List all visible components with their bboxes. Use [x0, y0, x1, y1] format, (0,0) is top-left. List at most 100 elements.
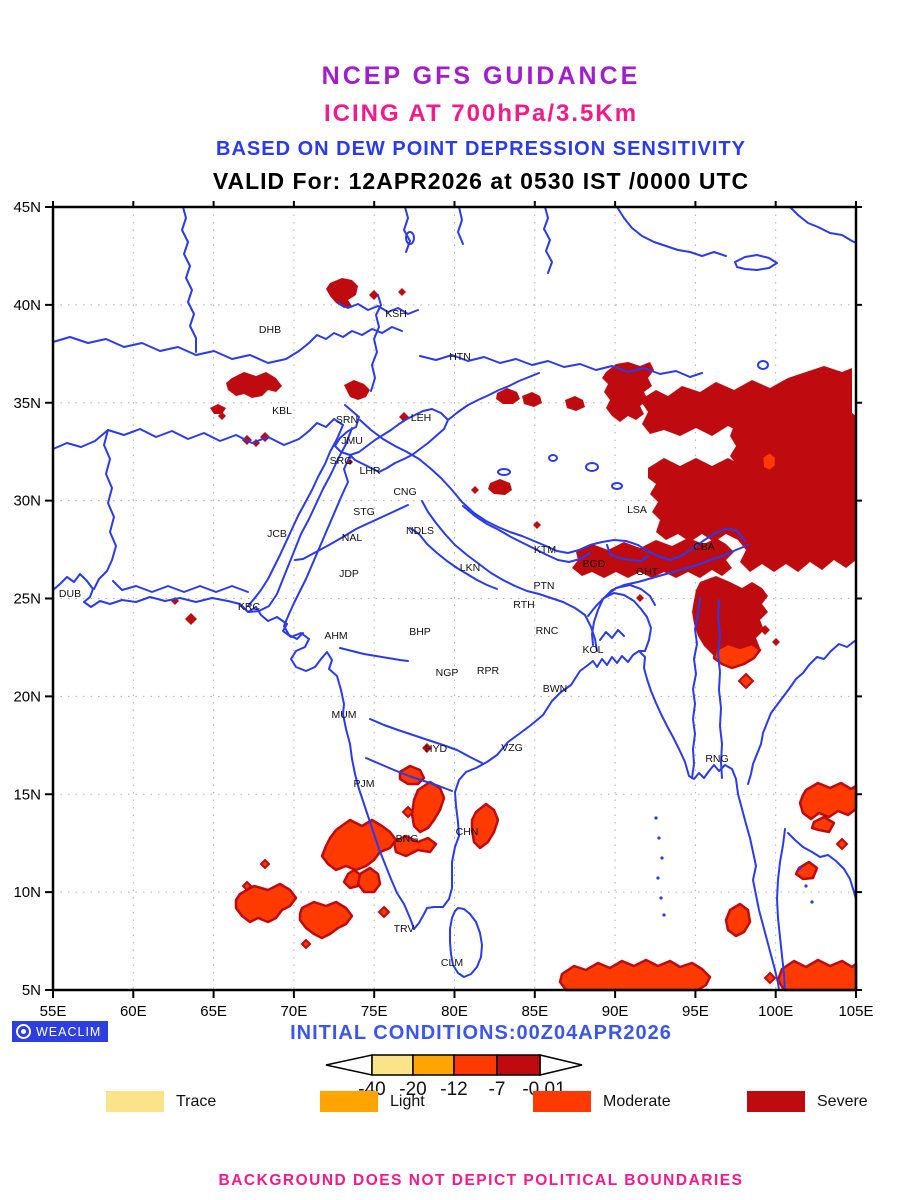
- city-label: VZG: [501, 742, 523, 754]
- city-label: HTN: [449, 351, 471, 363]
- colorbar-swatch: [496, 1054, 541, 1076]
- boundary-line: [339, 647, 409, 662]
- boundary-line: [691, 597, 701, 779]
- icing-spot-severe: [218, 412, 226, 420]
- boundary-line: [717, 599, 723, 779]
- legend-swatch: [106, 1091, 164, 1112]
- disclaimer-text: BACKGROUND DOES NOT DEPICT POLITICAL BOU…: [218, 1172, 744, 1189]
- boundary-line: [776, 828, 786, 991]
- city-label: LKN: [460, 562, 480, 574]
- boundary-line: [543, 206, 553, 274]
- city-label: GHT: [636, 566, 659, 578]
- icing-patch-moderate: [724, 902, 752, 938]
- icing-patch-moderate: [398, 764, 426, 786]
- city-label: PTN: [534, 580, 555, 592]
- lat-tick-label: 10N: [13, 884, 41, 901]
- city-label: NGP: [436, 667, 459, 679]
- boundary-line: [606, 544, 649, 562]
- city-label: KRC: [238, 601, 261, 613]
- city-label: KTM: [534, 544, 556, 556]
- boundary-line: [370, 294, 382, 392]
- city-label: KSH: [385, 308, 407, 320]
- city-label: SRN: [336, 414, 358, 426]
- icing-patch-moderate: [470, 802, 500, 850]
- city-label: NAL: [342, 532, 363, 544]
- icing-patch-moderate: [798, 781, 858, 821]
- colorbar-right-arrow: [539, 1054, 583, 1076]
- boundary-line: [334, 404, 449, 473]
- lake-outline: [548, 454, 558, 462]
- icing-spot-severe: [568, 399, 578, 409]
- icing-patch-moderate: [810, 815, 836, 834]
- lon-tick-label: 105E: [838, 1003, 873, 1020]
- boundary-line: [419, 354, 703, 378]
- boundary-line: [181, 206, 197, 353]
- city-label: BGD: [583, 558, 606, 570]
- subtitle-method: BASED ON DEW POINT DEPRESSION SENSITIVIT…: [216, 138, 746, 160]
- colorbar-swatch: [453, 1054, 498, 1076]
- city-label: SRG: [330, 455, 353, 467]
- boundary-line: [283, 455, 351, 640]
- island-dot: [654, 816, 658, 820]
- lon-tick-label: 95E: [682, 1003, 709, 1020]
- boundary-line: [112, 580, 249, 593]
- weaclim-logo-text: WEACLIM: [36, 1024, 102, 1039]
- icing-patch-moderate: [356, 866, 382, 894]
- icing-spot-severe: [772, 638, 780, 646]
- icing-spot-moderate: [377, 905, 391, 919]
- city-label: JMU: [341, 435, 363, 447]
- boundary-line: [365, 757, 453, 792]
- city-label: LHR: [359, 465, 380, 477]
- boundary-line: [447, 372, 540, 421]
- lat-tick-label: 40N: [13, 297, 41, 314]
- boundary-line: [369, 718, 483, 764]
- lat-tick-label: 35N: [13, 395, 41, 412]
- boundary-line: [789, 206, 857, 244]
- icing-patch-severe: [692, 576, 768, 666]
- icing-patch-severe: [602, 362, 654, 422]
- icing-patch-moderate: [760, 450, 778, 473]
- icing-spot-severe: [760, 625, 770, 635]
- boundary-line: [787, 832, 857, 900]
- island-dot: [798, 866, 802, 870]
- icing-spot-severe: [422, 743, 432, 753]
- icing-patch-moderate: [298, 900, 354, 940]
- boundary-line: [457, 206, 464, 245]
- icing-spot-severe: [369, 290, 379, 300]
- island-dot: [657, 836, 661, 840]
- legend-swatch: [320, 1091, 378, 1112]
- subtitle-parameter: ICING AT 700hPa/3.5Km: [323, 100, 639, 127]
- boundary-line: [587, 592, 652, 652]
- boundary-line: [359, 419, 746, 561]
- lake-outline: [585, 462, 599, 472]
- city-label: DUB: [59, 588, 81, 600]
- icing-spot-moderate: [259, 858, 271, 870]
- icing-spot-moderate: [300, 938, 312, 950]
- city-label: TRV: [394, 923, 415, 935]
- initial-conditions-text: INITIAL CONDITIONS:00Z04APR2026: [290, 1022, 672, 1044]
- legend-label: Severe: [817, 1092, 868, 1110]
- boundary-line: [462, 505, 591, 563]
- city-label: RNC: [536, 625, 559, 637]
- city-label: BNG: [396, 833, 419, 845]
- island-dot: [810, 900, 814, 904]
- city-label: BHP: [409, 626, 431, 638]
- city-label: CLM: [441, 957, 463, 969]
- legend-item: Moderate: [533, 1091, 671, 1112]
- lon-tick-label: 80E: [441, 1003, 468, 1020]
- icing-spot-severe: [533, 521, 541, 529]
- lon-tick-label: 70E: [281, 1003, 308, 1020]
- city-label: LEH: [411, 412, 431, 424]
- lon-tick-label: 55E: [40, 1003, 67, 1020]
- icing-patch-moderate: [234, 882, 298, 924]
- icing-patch-severe: [226, 372, 282, 398]
- icing-spot-moderate: [763, 971, 777, 985]
- boundary-line: [413, 650, 780, 991]
- icing-patch-moderate: [320, 818, 398, 872]
- lat-tick-label: 30N: [13, 493, 41, 510]
- city-label: KOL: [582, 644, 603, 656]
- boundary-line: [591, 544, 749, 646]
- legend-label: Light: [390, 1092, 425, 1110]
- icing-spot-moderate: [401, 805, 415, 819]
